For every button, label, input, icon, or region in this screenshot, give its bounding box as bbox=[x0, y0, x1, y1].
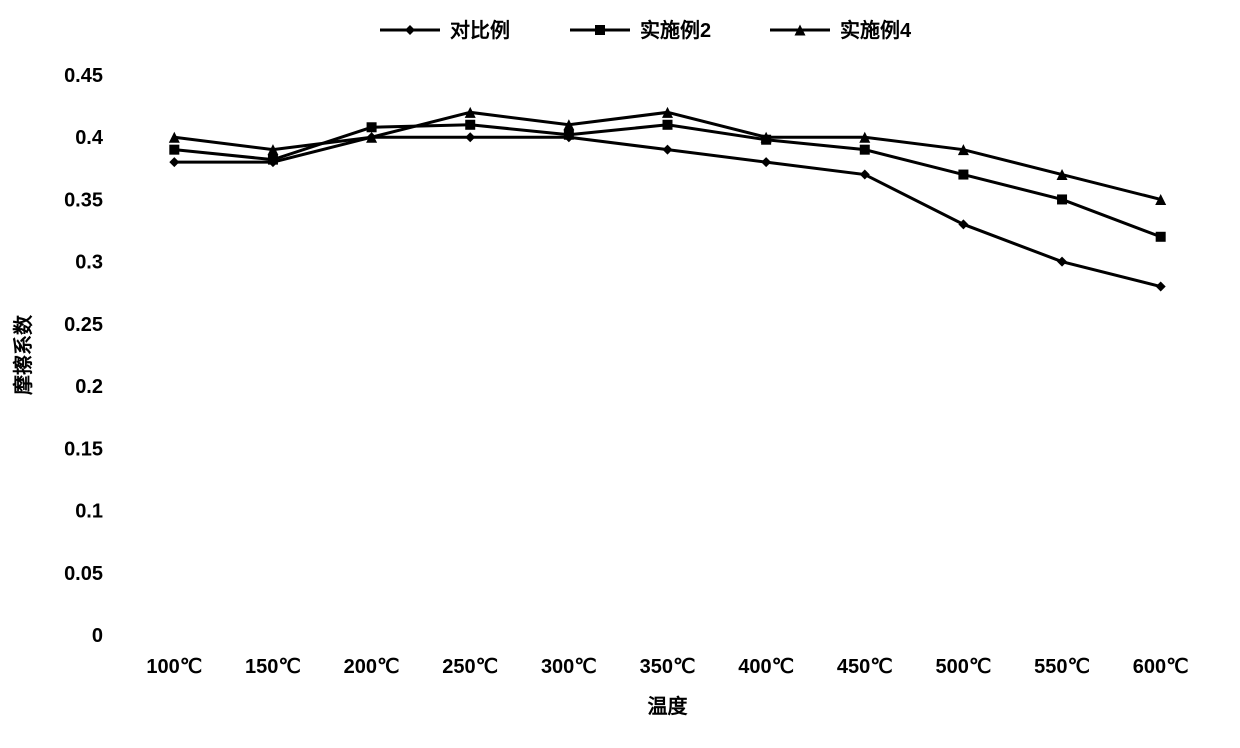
x-tick-label: 250℃ bbox=[442, 656, 498, 678]
y-tick: 0.3 bbox=[75, 252, 103, 274]
y-tick: 0.4 bbox=[75, 127, 104, 149]
x-tick: 450℃ bbox=[837, 656, 893, 678]
marker-square bbox=[268, 155, 278, 165]
marker-square bbox=[169, 145, 179, 155]
marker-square bbox=[564, 130, 574, 140]
y-tick-label: 0.3 bbox=[75, 252, 103, 274]
marker-square bbox=[958, 170, 968, 180]
y-tick-label: 0.4 bbox=[75, 127, 104, 149]
marker-square bbox=[860, 145, 870, 155]
chart-bg bbox=[0, 0, 1240, 748]
legend-label: 实施例4 bbox=[840, 18, 912, 42]
marker-square bbox=[1057, 194, 1067, 204]
x-tick-label: 100℃ bbox=[146, 656, 202, 678]
y-tick-label: 0.25 bbox=[64, 314, 103, 336]
y-tick-label: 0.05 bbox=[64, 563, 103, 585]
x-tick: 550℃ bbox=[1034, 656, 1090, 678]
x-tick: 250℃ bbox=[442, 656, 498, 678]
x-tick-label: 300℃ bbox=[541, 656, 597, 678]
y-tick: 0 bbox=[92, 625, 103, 647]
x-tick: 150℃ bbox=[245, 656, 301, 678]
x-tick-label: 400℃ bbox=[738, 656, 794, 678]
x-tick: 300℃ bbox=[541, 656, 597, 678]
x-tick-label: 150℃ bbox=[245, 656, 301, 678]
x-tick: 600℃ bbox=[1133, 656, 1189, 678]
x-tick: 350℃ bbox=[640, 656, 696, 678]
marker-square bbox=[1156, 232, 1166, 242]
y-axis-label: 摩擦系数 bbox=[11, 314, 35, 395]
y-tick-label: 0.15 bbox=[64, 438, 103, 460]
y-tick: 0.1 bbox=[75, 501, 103, 523]
y-tick-label: 0.35 bbox=[64, 189, 103, 211]
x-tick: 400℃ bbox=[738, 656, 794, 678]
x-tick: 100℃ bbox=[146, 656, 202, 678]
x-tick-label: 550℃ bbox=[1034, 656, 1090, 678]
legend-label: 实施例2 bbox=[640, 18, 711, 42]
x-tick: 500℃ bbox=[935, 656, 991, 678]
y-tick-label: 0.45 bbox=[64, 65, 103, 87]
y-tick: 0.45 bbox=[64, 65, 103, 87]
x-axis-label: 温度 bbox=[648, 694, 689, 718]
y-tick: 0.05 bbox=[64, 563, 103, 585]
y-tick: 0.2 bbox=[75, 376, 103, 398]
y-tick: 0.25 bbox=[64, 314, 103, 336]
x-tick-label: 600℃ bbox=[1133, 656, 1189, 678]
x-tick: 200℃ bbox=[344, 656, 400, 678]
x-tick-label: 350℃ bbox=[640, 656, 696, 678]
y-tick-label: 0.1 bbox=[75, 501, 103, 523]
y-tick-label: 0.2 bbox=[75, 376, 103, 398]
marker-square bbox=[663, 120, 673, 130]
marker-square bbox=[465, 120, 475, 130]
y-tick: 0.35 bbox=[64, 189, 103, 211]
marker-square bbox=[595, 25, 605, 35]
y-tick-label: 0 bbox=[92, 625, 103, 647]
y-tick: 0.15 bbox=[64, 438, 103, 460]
x-tick-label: 200℃ bbox=[344, 656, 400, 678]
x-tick-label: 450℃ bbox=[837, 656, 893, 678]
legend-label: 对比例 bbox=[450, 18, 510, 42]
marker-square bbox=[367, 122, 377, 132]
x-tick-label: 500℃ bbox=[935, 656, 991, 678]
